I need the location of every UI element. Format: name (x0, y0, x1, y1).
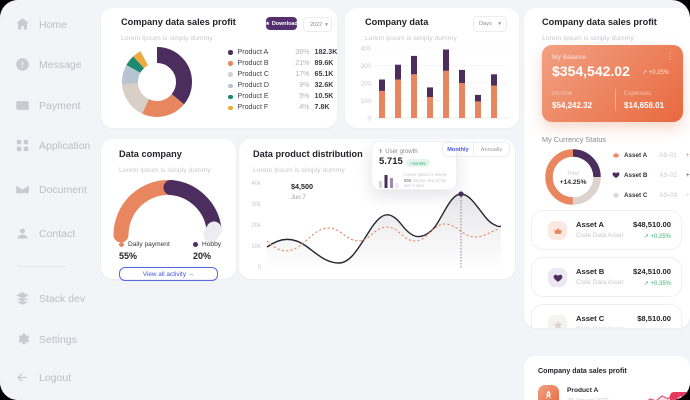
svg-text:Total: Total (567, 171, 579, 177)
svg-text:Jun 7: Jun 7 (291, 195, 306, 201)
svg-text:40k: 40k (251, 181, 262, 187)
svg-text:0: 0 (368, 116, 372, 123)
svg-text:$4,500: $4,500 (291, 182, 313, 191)
svg-text:10k: 10k (251, 244, 262, 250)
svg-text:400: 400 (361, 46, 372, 53)
svg-text:100: 100 (361, 98, 372, 105)
svg-text:30k: 30k (251, 202, 262, 208)
svg-text:20k: 20k (251, 223, 262, 229)
svg-text:200: 200 (361, 81, 372, 88)
svg-text:300: 300 (361, 63, 372, 70)
svg-text:0: 0 (258, 265, 262, 271)
svg-text:+14.25%: +14.25% (559, 179, 586, 186)
